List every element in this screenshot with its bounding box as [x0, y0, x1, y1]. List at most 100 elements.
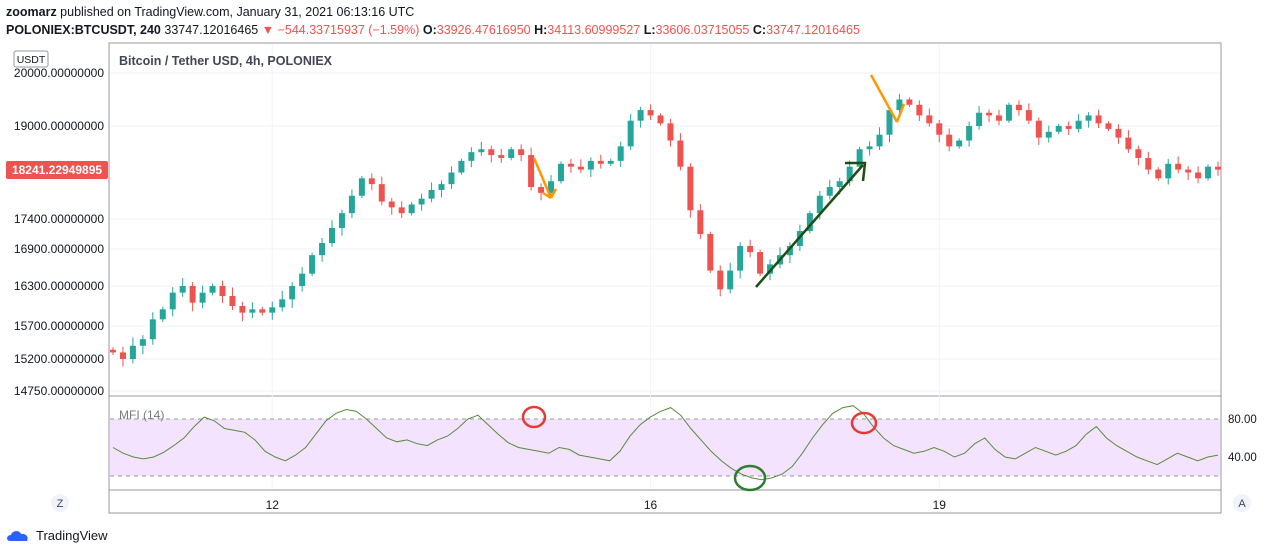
tradingview-logo[interactable]: TradingView	[6, 528, 108, 543]
candle-body	[1045, 131, 1052, 138]
candle-body	[468, 152, 475, 161]
candle-body	[478, 149, 485, 153]
price-tick-2: 17400.00000000	[14, 212, 104, 226]
candle-body	[786, 246, 793, 256]
candle-body	[1025, 110, 1032, 121]
high-label: H:	[534, 23, 548, 37]
candle-body	[438, 184, 445, 190]
close-value: 33747.12016465	[766, 23, 860, 37]
open-label: O:	[422, 23, 437, 37]
candle-body	[956, 140, 963, 147]
candle-body	[896, 99, 903, 111]
price-tick-7: 14750.00000000	[14, 384, 104, 398]
candle-body	[149, 319, 156, 340]
candle-body	[647, 110, 654, 116]
candle-body	[1095, 115, 1102, 124]
change-down-icon: ▼	[261, 23, 275, 37]
zoom-icon: Z	[57, 498, 64, 510]
candle-body	[816, 195, 823, 214]
candle-body	[697, 210, 704, 234]
candle-body	[1015, 104, 1022, 111]
candle-body	[1065, 126, 1072, 129]
candle-body	[737, 246, 744, 271]
orange-arrow-down-1	[532, 157, 558, 200]
candle-body	[627, 120, 634, 147]
price-tick-6: 15200.00000000	[14, 352, 104, 366]
candle-body	[508, 149, 515, 158]
candle-body	[448, 172, 455, 185]
high-value: 34113.60999527	[547, 23, 641, 37]
price-change: −544.33715937 (−1.59%)	[277, 23, 420, 37]
symbol-label: POLONIEX:BTCUSDT, 240	[6, 23, 161, 37]
candle-body	[916, 104, 923, 116]
candle-body	[269, 307, 276, 313]
candle-body	[577, 166, 584, 170]
low-label: L:	[643, 23, 656, 37]
candle-body	[995, 115, 1002, 121]
chart-border	[108, 42, 1222, 514]
candle-body	[299, 273, 306, 286]
candle-body	[946, 134, 953, 147]
candle-body	[229, 296, 236, 306]
author-name[interactable]: zoomarz	[6, 5, 57, 19]
candle-body	[129, 345, 136, 359]
candle-body	[567, 163, 574, 167]
candle-body	[1105, 123, 1112, 129]
candle-body	[876, 134, 883, 147]
candle-body	[1165, 163, 1172, 179]
candle-body	[528, 155, 535, 188]
candle-body	[926, 115, 933, 124]
candle-body	[886, 110, 893, 135]
brand-name: TradingView	[36, 528, 108, 543]
candle-body	[597, 160, 604, 164]
candle-body	[1085, 115, 1092, 121]
last-price: 33747.12016465	[164, 23, 259, 37]
candle-body	[110, 349, 116, 353]
candle-body	[418, 198, 425, 205]
candle-body	[1135, 149, 1142, 158]
candle-body	[428, 189, 435, 199]
candle-body	[289, 286, 296, 300]
candle-body	[747, 246, 754, 253]
candle-body	[1055, 126, 1062, 132]
candle-body	[1005, 104, 1012, 121]
current-price-tag	[6, 161, 108, 179]
candle-body	[1175, 163, 1182, 170]
candle-body	[607, 160, 614, 164]
candle-body	[1205, 166, 1212, 179]
mfi-line	[112, 405, 1219, 481]
candle-body	[617, 146, 624, 161]
symbol-line: POLONIEX:BTCUSDT, 240 33747.12016465 ▼ −…	[6, 22, 860, 38]
candle-body	[707, 234, 714, 271]
candle-body	[358, 178, 365, 196]
candle-body	[1115, 128, 1122, 138]
candle-body	[826, 187, 833, 196]
currency-badge[interactable]	[13, 50, 49, 68]
candle-body	[488, 149, 495, 156]
price-axis[interactable]: 20000.00000000 19000.00000000 17400.000000…	[14, 66, 104, 398]
time-axis[interactable]: 121619232612:00Dec4710	[266, 498, 1274, 512]
mfi-tick-80: 80.00	[1228, 414, 1257, 426]
candle-body	[199, 292, 206, 303]
candle-body	[388, 201, 395, 208]
candle-body	[209, 286, 216, 293]
candle-body	[966, 126, 973, 141]
mfi-band	[110, 419, 1220, 476]
current-price-label: 18241.22949895	[12, 163, 102, 177]
auto-scale-button[interactable]	[1233, 494, 1251, 512]
chart-title: Bitcoin / Tether USD, 4h, POLONIEX	[119, 54, 333, 68]
candle-body	[637, 110, 644, 121]
candle-body	[159, 309, 166, 320]
candle-body	[119, 352, 126, 359]
orange-arrow-down-2	[869, 74, 906, 123]
candle-body	[767, 264, 774, 274]
green-circle	[733, 464, 767, 492]
candle-body	[179, 286, 186, 293]
red-circle-2	[850, 411, 878, 435]
candle-body	[458, 160, 465, 173]
low-value: 33606.03715055	[655, 23, 750, 37]
candle-body	[846, 166, 853, 182]
candle-body	[1195, 172, 1202, 179]
zoom-button[interactable]	[51, 494, 69, 512]
